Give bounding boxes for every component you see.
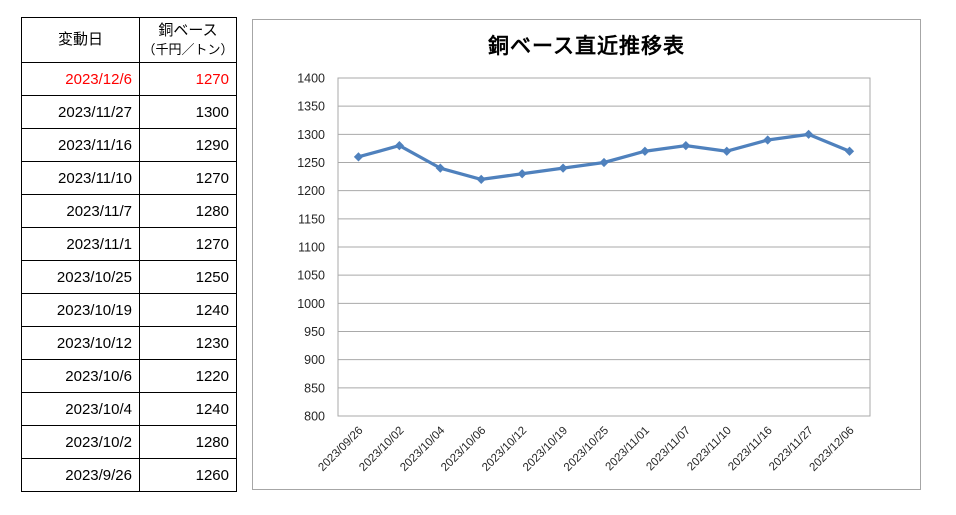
- table-row: 2023/11/1 1270: [21, 227, 237, 261]
- y-axis-label: 1300: [297, 128, 325, 142]
- y-axis-label: 900: [304, 353, 325, 367]
- x-axis-label: 2023/10/25: [562, 425, 611, 474]
- date-column-header: 変動日: [21, 17, 140, 63]
- date-cell: 2023/11/27: [21, 95, 140, 129]
- data-point-marker: [353, 152, 364, 162]
- data-point-marker: [763, 135, 773, 145]
- table-row: 2023/10/2 1280: [21, 425, 237, 459]
- y-axis-label: 950: [304, 325, 325, 339]
- y-axis-label: 1400: [297, 72, 325, 86]
- price-table: 変動日 銅ベース （千円／トン） 2023/12/6 1270 2023/11/27…: [21, 17, 237, 492]
- price-table-body: 2023/12/6 1270 2023/11/27 1300 2023/11/16 129…: [21, 62, 237, 492]
- value-column-header-line2: （千円／トン）: [142, 42, 234, 58]
- value-cell: 1240: [139, 392, 237, 426]
- value-cell: 1230: [139, 326, 237, 360]
- date-cell: 2023/11/7: [21, 194, 140, 228]
- trend-chart-svg: 800 850 900 950 1000 1050 1100 1150 1200 1250 1300…: [297, 72, 871, 474]
- date-cell: 2023/10/4: [21, 392, 140, 426]
- y-axis-label: 1100: [298, 241, 325, 255]
- date-cell: 2023/10/12: [21, 326, 140, 360]
- plot-area-border: [337, 77, 871, 417]
- date-cell: 2023/10/6: [21, 359, 140, 393]
- value-column-header-line1: 銅ベース: [158, 22, 218, 40]
- data-point-marker: [476, 174, 486, 184]
- data-point-marker: [722, 146, 732, 156]
- value-cell: 1240: [139, 293, 237, 327]
- date-cell: 2023/10/19: [21, 293, 140, 327]
- value-cell: 1270: [139, 161, 237, 195]
- value-cell: 1250: [139, 260, 237, 294]
- value-cell: 1270: [139, 62, 237, 96]
- value-cell: 1260: [139, 458, 237, 492]
- value-cell: 1290: [139, 128, 237, 162]
- price-table-container: 変動日 銅ベース （千円／トン） 2023/12/6 1270 2023/11/27…: [21, 17, 237, 492]
- series-line: [356, 132, 852, 182]
- table-row: 2023/10/25 1250: [21, 260, 237, 294]
- value-cell: 1280: [139, 194, 237, 228]
- data-point-marker: [435, 163, 445, 173]
- table-row: 2023/10/19 1240: [21, 293, 237, 327]
- data-point-marker: [558, 163, 568, 173]
- table-row: 2023/10/4 1240: [21, 392, 237, 426]
- y-axis-label: 850: [304, 381, 325, 395]
- chart-title: 銅ベース直近推移表: [488, 35, 685, 58]
- date-cell: 2023/10/2: [21, 425, 140, 459]
- data-point-marker: [804, 129, 814, 139]
- chart-panel: 銅ベース直近推移表 800 850 900 950 1000 1050 1100 1150 12…: [252, 19, 921, 490]
- y-axis-label: 1250: [297, 156, 325, 170]
- y-axis-label: 1050: [297, 269, 325, 283]
- value-cell: 1220: [139, 359, 237, 393]
- value-cell: 1270: [139, 227, 237, 261]
- y-axis-label: 1000: [297, 297, 325, 311]
- value-cell: 1280: [139, 425, 237, 459]
- data-point-marker: [517, 169, 527, 179]
- y-axis-label: 1350: [297, 100, 325, 114]
- table-row: 2023/11/27 1300: [21, 95, 237, 129]
- x-axis-label: 2023/12/06: [807, 425, 856, 474]
- table-row: 2023/9/26 1260: [21, 458, 237, 492]
- table-row: 2023/11/16 1290: [21, 128, 237, 162]
- table-row: 2023/10/6 1220: [21, 359, 237, 393]
- date-cell: 2023/12/6: [21, 62, 140, 96]
- date-cell: 2023/11/1: [21, 227, 140, 261]
- date-cell: 2023/11/16: [21, 128, 140, 162]
- table-row: 2023/11/10 1270: [21, 161, 237, 195]
- date-cell: 2023/9/26: [21, 458, 140, 492]
- data-point-marker: [844, 146, 855, 156]
- value-column-header: 銅ベース （千円／トン）: [139, 17, 237, 63]
- table-row: 2023/10/12 1230: [21, 326, 237, 360]
- value-cell: 1300: [139, 95, 237, 129]
- data-point-marker: [681, 141, 691, 151]
- table-row: 2023/12/6 1270: [21, 62, 237, 96]
- date-cell: 2023/10/25: [21, 260, 140, 294]
- date-cell: 2023/11/10: [21, 161, 140, 195]
- y-axis-label: 1150: [298, 212, 325, 226]
- data-point-marker: [599, 157, 609, 168]
- y-axis-label: 1200: [297, 184, 325, 198]
- data-point-marker: [640, 146, 650, 156]
- y-axis-label: 800: [304, 410, 325, 424]
- table-header-row: 変動日 銅ベース （千円／トン）: [21, 17, 237, 63]
- table-row: 2023/11/7 1280: [21, 194, 237, 228]
